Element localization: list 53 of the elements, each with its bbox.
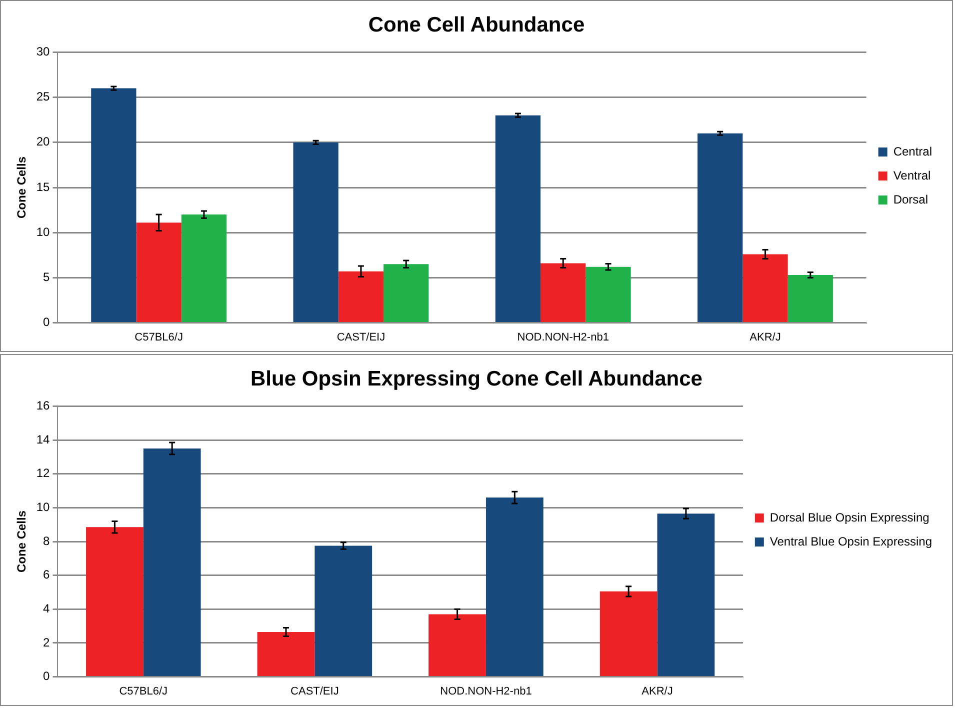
y-tick-label: 5 bbox=[43, 270, 50, 284]
y-tick-label: 0 bbox=[43, 669, 50, 684]
x-tick-label: C57BL6/J bbox=[119, 685, 168, 698]
y-tick-label: 10 bbox=[36, 224, 50, 239]
x-tick-label: AKR/J bbox=[750, 331, 781, 344]
bar bbox=[540, 263, 586, 322]
x-tick-label: CAST/EIJ bbox=[290, 685, 339, 698]
x-tick-label: CAST/EIJ bbox=[336, 331, 386, 344]
legend-label: Ventral bbox=[893, 168, 931, 182]
bar bbox=[181, 214, 227, 322]
bar bbox=[86, 527, 144, 676]
y-axis-title: Cone Cells bbox=[14, 510, 29, 573]
bar bbox=[314, 546, 372, 676]
x-tick-label: NOD.NON-H2-nb1 bbox=[517, 331, 609, 344]
chart-title: Cone Cell Abundance bbox=[368, 13, 585, 36]
bar bbox=[257, 632, 315, 676]
bar bbox=[428, 614, 486, 676]
bar bbox=[698, 133, 743, 322]
bar bbox=[600, 591, 658, 676]
y-tick-label: 8 bbox=[43, 534, 50, 548]
bar bbox=[742, 254, 788, 322]
bar bbox=[586, 266, 631, 322]
bar bbox=[384, 264, 429, 322]
y-tick-label: 25 bbox=[36, 90, 50, 104]
y-tick-label: 20 bbox=[36, 134, 50, 149]
y-tick-label: 2 bbox=[43, 635, 50, 650]
legend-label: Dorsal Blue Opsin Expressing bbox=[770, 510, 930, 524]
bar bbox=[657, 514, 715, 676]
x-tick-label: AKR/J bbox=[642, 685, 673, 698]
bar bbox=[293, 142, 338, 322]
bar bbox=[486, 498, 544, 676]
legend-label: Dorsal bbox=[893, 192, 928, 206]
legend-label: Ventral Blue Opsin Expressing bbox=[770, 534, 932, 548]
bar bbox=[136, 222, 182, 322]
bar bbox=[788, 274, 833, 322]
y-tick-label: 30 bbox=[36, 44, 50, 59]
bar bbox=[143, 448, 201, 676]
bar bbox=[338, 271, 384, 322]
y-tick-label: 16 bbox=[36, 398, 50, 413]
legend-label: Central bbox=[893, 144, 932, 158]
y-tick-label: 15 bbox=[36, 180, 50, 194]
y-tick-label: 12 bbox=[36, 466, 50, 480]
x-tick-label: NOD.NON-H2-nb1 bbox=[440, 685, 532, 698]
y-tick-label: 0 bbox=[43, 315, 50, 330]
y-tick-label: 6 bbox=[43, 568, 50, 582]
y-tick-label: 4 bbox=[43, 601, 50, 616]
y-tick-label: 14 bbox=[36, 432, 50, 446]
x-tick-label: C57BL6/J bbox=[134, 331, 183, 344]
bar bbox=[91, 88, 136, 322]
y-tick-label: 10 bbox=[36, 500, 50, 514]
chart-title: Blue Opsin Expressing Cone Cell Abundance bbox=[250, 367, 702, 390]
y-axis-title: Cone Cells bbox=[14, 156, 29, 219]
bar bbox=[495, 115, 541, 322]
